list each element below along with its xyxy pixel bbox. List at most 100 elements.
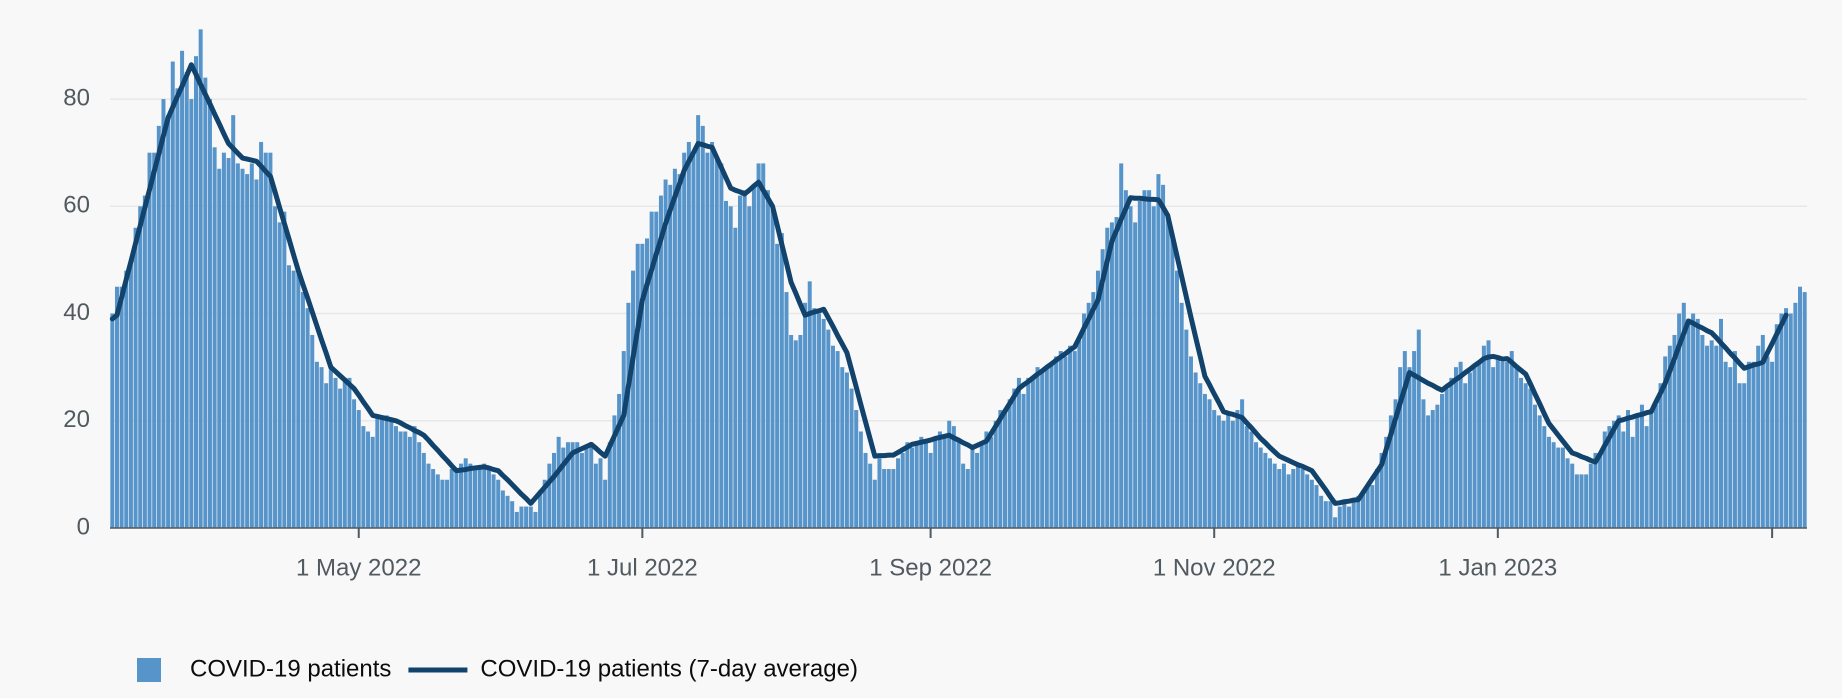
bar [1249,431,1254,528]
bar [617,393,622,528]
bar [328,367,333,528]
bar [249,163,254,529]
bar [1560,447,1565,528]
bar [1323,501,1328,528]
bar [1072,351,1077,528]
bar [1328,501,1333,528]
bar [589,442,594,528]
bar [403,431,408,528]
bar [1398,367,1403,528]
bar [1021,393,1026,528]
bar [1202,393,1207,528]
bar [431,469,436,528]
bar [366,431,371,528]
bar [1198,383,1203,528]
bar [672,168,677,528]
bar [519,506,524,528]
bar [798,334,803,528]
bar [472,469,477,528]
bar [682,152,687,528]
bar [1240,399,1245,528]
y-tick-label: 20 [63,406,90,433]
bar [1630,436,1635,528]
bar [1230,420,1235,528]
bar [319,367,324,528]
bar [1598,452,1603,528]
x-tick-label: 1 May 2022 [296,554,421,581]
bar [347,377,352,528]
bar [840,367,845,528]
bar [1221,420,1226,528]
bar [138,206,143,529]
bar [1565,458,1570,528]
bar [1351,501,1356,528]
bar [751,184,756,528]
bar [1430,410,1435,528]
bar [756,163,761,529]
bar [1142,190,1147,528]
bar [710,141,715,528]
bar [598,458,603,528]
bar [142,195,147,528]
bar [1119,163,1124,529]
bar [993,420,998,528]
bar [500,490,505,528]
bar [849,388,854,528]
bar [1388,415,1393,528]
bar [1653,404,1658,528]
bar [231,115,236,529]
bar [1421,399,1426,528]
bar [1570,463,1575,528]
bar [1026,377,1031,528]
bar [1453,367,1458,528]
bar [1077,340,1082,528]
bar [468,463,473,528]
bar [1235,410,1240,528]
bar [1723,361,1728,528]
bar [1193,372,1198,528]
bar [919,436,924,528]
bar [649,211,654,528]
bar [1100,249,1105,529]
bar [286,265,291,528]
bar [1286,474,1291,528]
bar [1612,420,1617,528]
bar [1002,410,1007,528]
bar [784,292,789,528]
bar [1709,340,1714,528]
bar [807,281,812,528]
bar [226,158,231,529]
bar [1779,313,1784,528]
bar [728,206,733,529]
bar [1305,474,1310,528]
bar [1663,356,1668,528]
bar [1621,431,1626,528]
bar [826,329,831,528]
bar [621,351,626,528]
bar [1212,410,1217,528]
bar [1718,318,1723,528]
bar [1295,463,1300,528]
bar [900,452,905,528]
bar [440,479,445,528]
bar [928,452,933,528]
bar [235,163,240,529]
bar [821,318,826,528]
y-tick-label: 80 [63,84,90,111]
bar [1161,184,1166,528]
bar [1416,329,1421,528]
bar [482,463,487,528]
bar [128,259,133,528]
bar [528,506,533,528]
bar [240,168,245,528]
bar [877,458,882,528]
bar [789,334,794,528]
bar [1109,222,1114,528]
bar [1123,190,1128,528]
bar [310,334,315,528]
bar [947,420,952,528]
bar [398,431,403,528]
bar [1147,190,1152,528]
bar [663,179,668,528]
bar [1254,442,1259,528]
